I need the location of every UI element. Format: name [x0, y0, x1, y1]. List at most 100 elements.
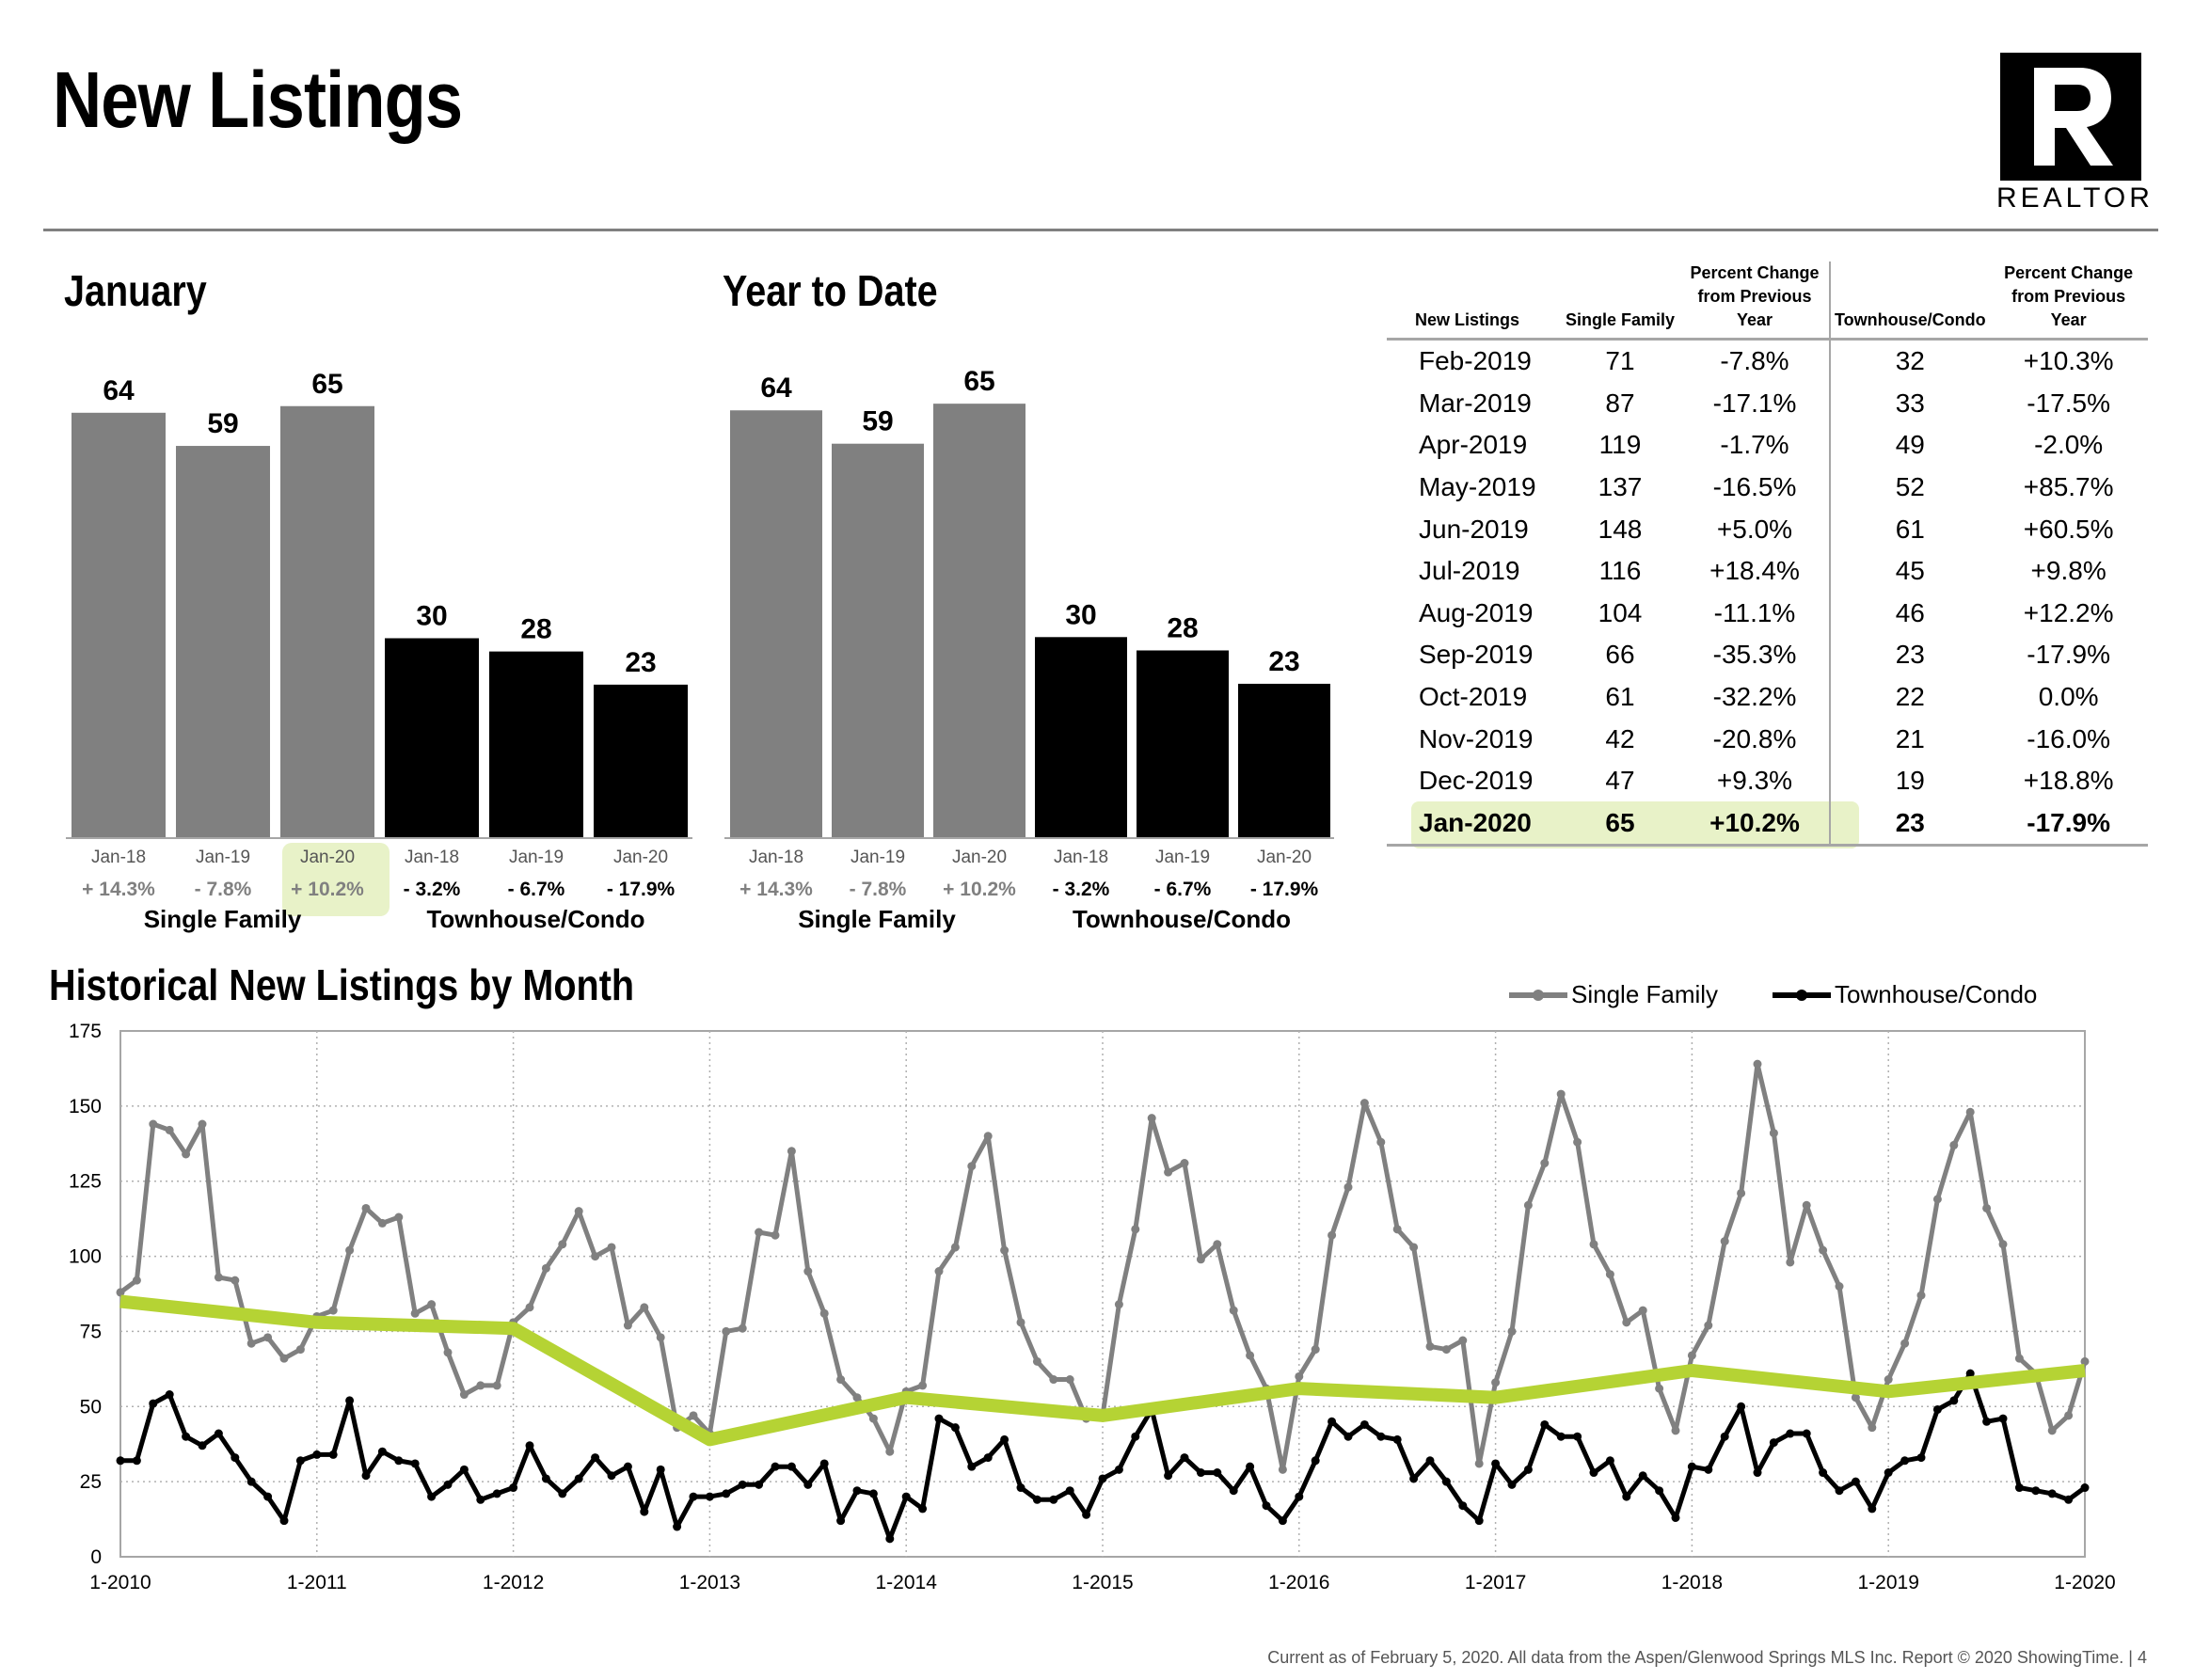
townhouse-point — [394, 1456, 404, 1466]
table-cell: -17.5% — [2027, 388, 2110, 418]
single-family-point — [738, 1323, 747, 1333]
townhouse-point — [443, 1480, 453, 1489]
single-family-point — [509, 1318, 518, 1327]
townhouse-point — [1343, 1432, 1353, 1441]
col-header-single: Single Family — [1560, 262, 1680, 341]
bar-category-label: Jan-18 — [91, 848, 146, 867]
townhouse-point — [983, 1453, 993, 1463]
townhouse-point — [1425, 1456, 1435, 1466]
townhouse-point — [1114, 1465, 1123, 1474]
townhouse-point — [263, 1492, 273, 1501]
bar-category-label: Jan-20 — [613, 848, 668, 867]
bar-change-label: - 7.8% — [850, 879, 907, 900]
realtor-r-icon — [2034, 68, 2113, 166]
townhouse-point — [541, 1474, 550, 1483]
single-family-point — [1180, 1159, 1189, 1168]
single-family-point — [1819, 1245, 1828, 1255]
townhouse-point — [1441, 1477, 1451, 1486]
table-cell: 0.0% — [2038, 682, 2099, 712]
single-family-point — [1262, 1384, 1271, 1393]
townhouse-point — [1638, 1471, 1647, 1481]
table-cell: 33 — [1895, 388, 1925, 418]
single-family-point — [295, 1345, 305, 1355]
table-row: Aug-2019 104 -11.1% 46 +12.2% — [1387, 592, 2148, 635]
single-family-point — [574, 1207, 583, 1216]
single-family-point — [1704, 1321, 1713, 1330]
y-tick-label: 0 — [90, 1546, 102, 1568]
single-family-point — [149, 1119, 158, 1129]
table-cell: +60.5% — [2023, 514, 2114, 544]
single-family-point — [525, 1303, 534, 1312]
x-tick-label: 1-2018 — [1661, 1572, 1723, 1593]
townhouse-point — [787, 1462, 796, 1471]
townhouse-point — [673, 1522, 682, 1531]
townhouse-point — [591, 1453, 600, 1463]
single-family-point — [558, 1240, 567, 1249]
bar-change-label: + 14.3% — [739, 879, 813, 900]
bar-category-label: Jan-18 — [1054, 848, 1108, 867]
townhouse-point — [967, 1462, 977, 1471]
single-family-point — [836, 1375, 846, 1385]
single-family-point — [394, 1212, 404, 1222]
townhouse-point — [1065, 1486, 1074, 1496]
single-family-point — [2064, 1411, 2074, 1420]
bar-change-label: - 6.7% — [508, 879, 565, 900]
table-row: Jul-2019 116 +18.4% 45 +9.8% — [1387, 549, 2148, 593]
single-family-point — [410, 1308, 420, 1318]
single-family-point — [1868, 1423, 1877, 1433]
table-header-row: New Listings Single Family Percent Chang… — [1387, 262, 2148, 341]
table-row: Mar-2019 87 -17.1% 33 -17.5% — [1387, 382, 2148, 425]
table-cell: +9.3% — [1680, 759, 1831, 802]
table-cell: 19 — [1895, 766, 1925, 796]
townhouse-point — [1262, 1501, 1271, 1511]
townhouse-point — [1868, 1504, 1877, 1514]
single-family-point — [1295, 1371, 1304, 1381]
single-family-point — [312, 1311, 322, 1321]
bar — [832, 443, 924, 837]
single-family-point — [1000, 1245, 1010, 1255]
single-family-point — [443, 1348, 453, 1357]
townhouse-point — [509, 1483, 518, 1493]
table-cell: +18.8% — [2023, 766, 2114, 796]
townhouse-point — [819, 1459, 829, 1468]
townhouse-point — [1295, 1492, 1304, 1501]
single-family-point — [1016, 1318, 1025, 1327]
table-cell: -7.8% — [1680, 339, 1831, 383]
townhouse-point — [1376, 1432, 1386, 1441]
single-family-point — [1098, 1411, 1107, 1420]
table-cell: +10.2% — [1680, 801, 1831, 848]
townhouse-point — [1965, 1369, 1975, 1378]
bar-change-label: - 7.8% — [195, 879, 252, 900]
bar-value-label: 28 — [1167, 612, 1198, 643]
bar — [385, 638, 479, 837]
townhouse-point — [1229, 1486, 1238, 1496]
bar — [72, 412, 166, 837]
y-tick-label: 175 — [69, 1021, 102, 1042]
table-cell: +10.3% — [2023, 346, 2114, 376]
single-family-point — [722, 1326, 731, 1336]
single-family-point — [1032, 1356, 1041, 1366]
townhouse-point — [1802, 1429, 1811, 1438]
bar — [594, 684, 688, 837]
single-family-point — [607, 1243, 616, 1252]
single-family-point — [1441, 1345, 1451, 1355]
bar-category-label: Jan-19 — [196, 848, 250, 867]
townhouse-point — [885, 1534, 895, 1544]
townhouse-point — [1884, 1468, 1893, 1478]
single-family-point — [1523, 1200, 1533, 1210]
townhouse-point — [1458, 1501, 1468, 1511]
table-cell: -32.2% — [1680, 675, 1831, 719]
table-cell: -16.5% — [1680, 466, 1831, 509]
table-row: Feb-2019 71 -7.8% 32 +10.3% — [1387, 339, 2148, 383]
townhouse-point — [1671, 1513, 1680, 1522]
single-family-point — [705, 1429, 714, 1438]
single-family-point — [1343, 1182, 1353, 1192]
townhouse-point — [1900, 1456, 1910, 1466]
single-family-point — [427, 1300, 437, 1309]
table-cell: 45 — [1895, 556, 1925, 586]
single-family-point — [640, 1303, 649, 1312]
x-tick-label: 1-2016 — [1268, 1572, 1329, 1593]
table-cell: 49 — [1895, 430, 1925, 460]
townhouse-point — [1196, 1468, 1205, 1478]
single-family-point — [1082, 1414, 1091, 1423]
